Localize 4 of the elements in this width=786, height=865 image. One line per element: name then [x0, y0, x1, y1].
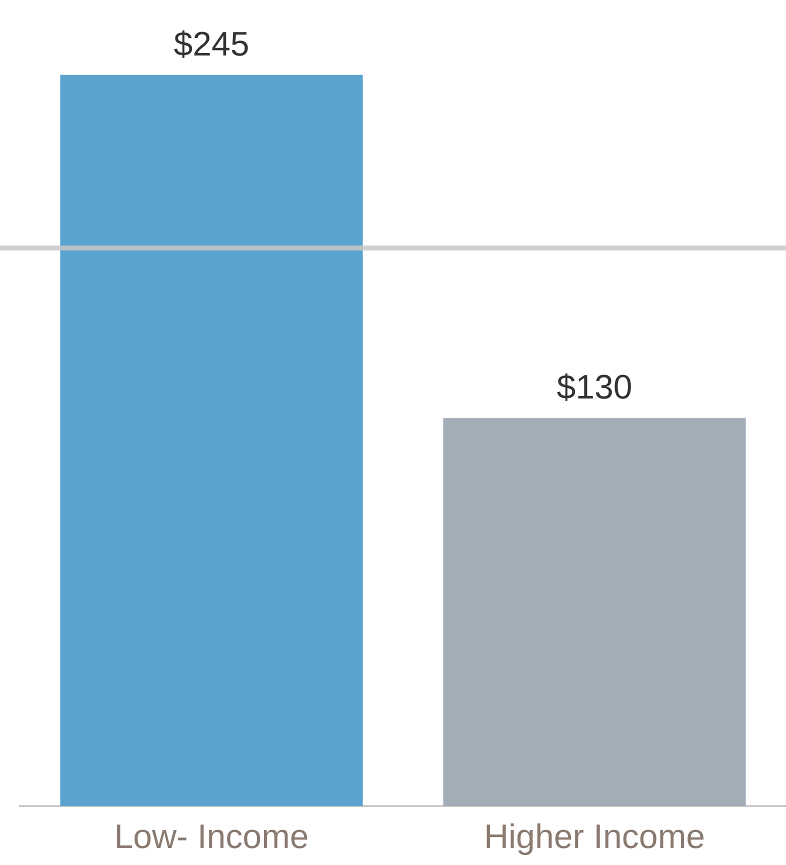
x-tick-label: Higher Income: [484, 818, 706, 856]
x-tick-label: Low- Income: [114, 818, 309, 856]
data-label: $245: [174, 25, 250, 64]
data-label: $130: [556, 368, 632, 407]
